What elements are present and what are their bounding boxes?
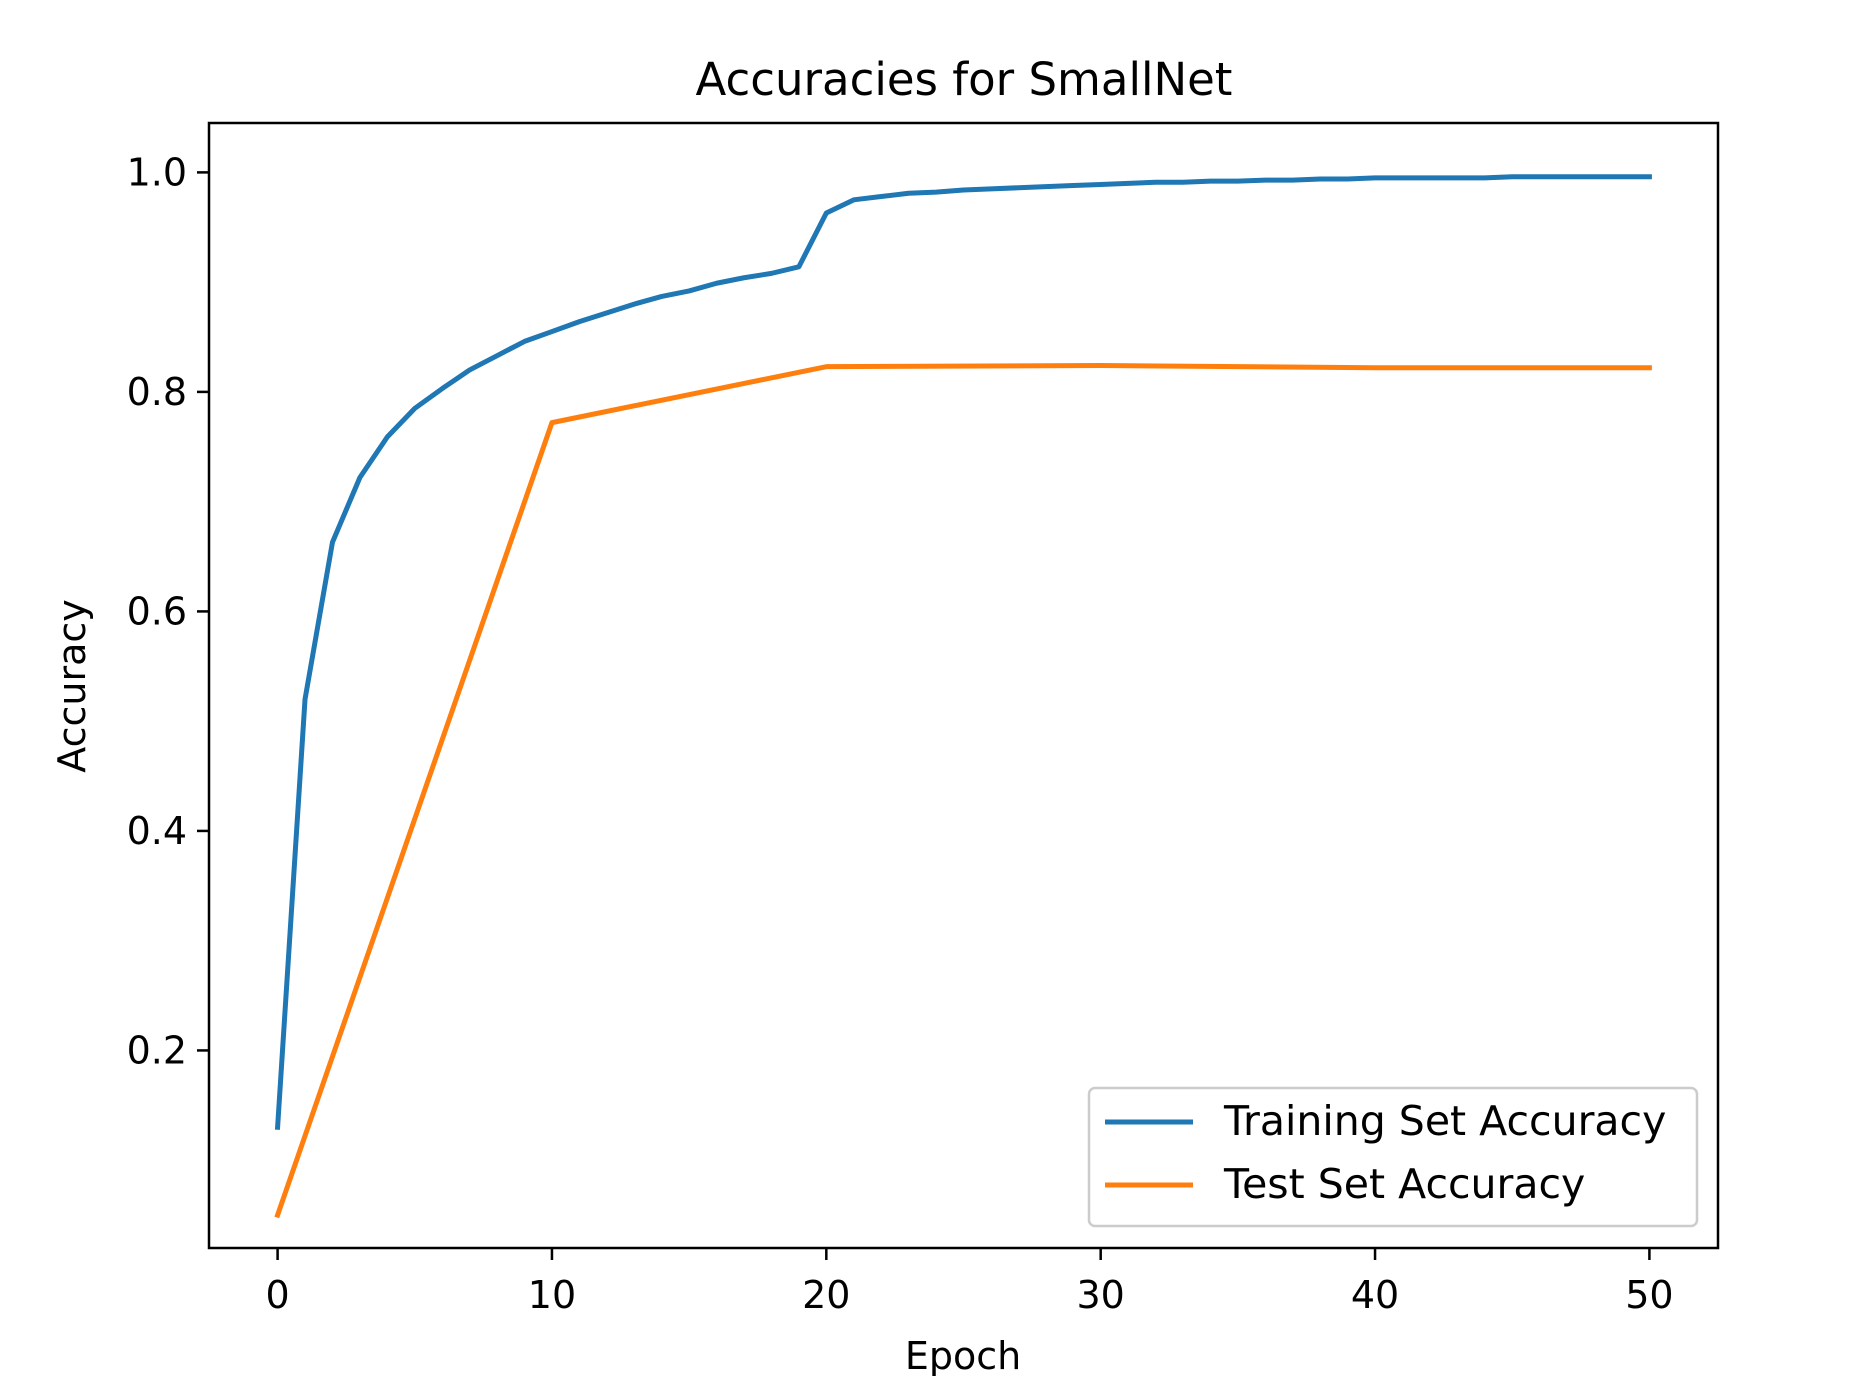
y-tick-label: 0.2 — [127, 1028, 187, 1072]
plot-frame — [207, 121, 1720, 1250]
y-tick-label: 0.4 — [127, 809, 187, 853]
plot-area — [207, 121, 1720, 1250]
x-tick-label: 0 — [265, 1273, 289, 1317]
x-tick-label: 10 — [528, 1273, 576, 1317]
legend-label-training: Training Set Accuracy — [1223, 1097, 1666, 1145]
legend: Training Set Accuracy Test Set Accuracy — [1087, 1086, 1699, 1228]
x-tick-label: 20 — [802, 1273, 850, 1317]
x-tick-label: 30 — [1077, 1273, 1125, 1317]
y-tick-label: 0.8 — [127, 370, 187, 414]
y-tick-label: 0.6 — [127, 589, 187, 633]
y-tick-label: 1.0 — [127, 150, 187, 194]
x-axis: 0 10 20 30 40 50 — [265, 1248, 1674, 1317]
chart-title: Accuracies for SmallNet — [696, 53, 1233, 106]
series-line-test — [274, 363, 1652, 1219]
x-tick-label: 40 — [1351, 1273, 1399, 1317]
series-line-training — [274, 174, 1652, 1130]
legend-label-test: Test Set Accuracy — [1223, 1160, 1585, 1208]
x-tick-label: 50 — [1625, 1273, 1673, 1317]
x-axis-label: Epoch — [905, 1334, 1021, 1376]
y-axis-label: Accuracy — [50, 599, 94, 773]
legend-box — [1087, 1086, 1699, 1228]
series-layer — [274, 174, 1652, 1219]
y-axis: 0.2 0.4 0.6 0.8 1.0 — [127, 150, 209, 1072]
